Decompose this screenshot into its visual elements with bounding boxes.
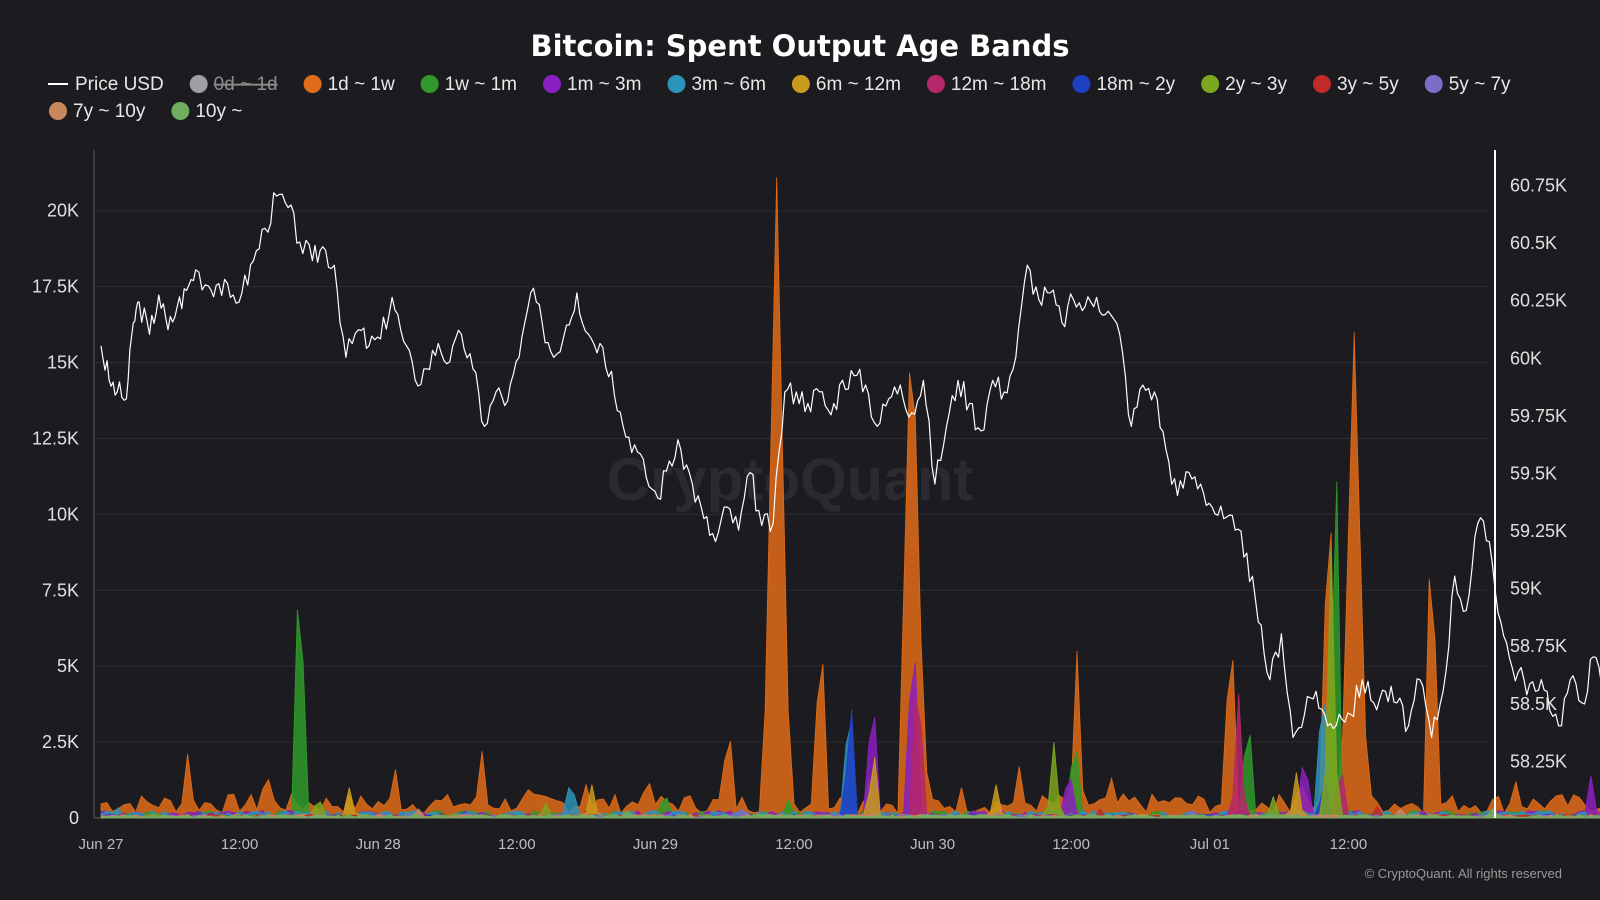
legend-dot-marker xyxy=(303,75,322,93)
y-right-tick-label: 58.5K xyxy=(1510,694,1557,714)
legend-label: 12m ~ 18m xyxy=(951,74,1047,95)
y-left-tick-label: 2.5K xyxy=(42,732,79,752)
legend-item[interactable]: Price USD xyxy=(48,74,164,95)
legend-dot-marker xyxy=(420,75,439,93)
price-usd-line xyxy=(100,192,1600,738)
legend-item[interactable]: 18m ~ 2y xyxy=(1072,74,1176,95)
legend-item[interactable]: 1w ~ 1m xyxy=(420,74,517,95)
copyright-credit: © CryptoQuant. All rights reserved xyxy=(1365,866,1562,881)
legend-label: 1m ~ 3m xyxy=(567,74,641,95)
legend-label: 10y ~ xyxy=(195,101,242,122)
legend-item[interactable]: 1d ~ 1w xyxy=(303,74,395,95)
legend-label: 0d ~ 1d xyxy=(214,74,278,95)
y-right-tick-label: 59.5K xyxy=(1510,463,1557,483)
y-left-tick-label: 7.5K xyxy=(42,580,79,600)
chart-title: Bitcoin: Spent Output Age Bands xyxy=(530,29,1069,63)
y-right-tick-label: 58.25K xyxy=(1510,751,1567,771)
x-tick-label: Jun 27 xyxy=(78,836,123,853)
y-right-tick-label: 60K xyxy=(1510,348,1542,368)
x-tick-label: Jun 30 xyxy=(910,836,955,853)
x-tick-label: Jul 01 xyxy=(1190,836,1230,853)
y-left-tick-label: 17.5K xyxy=(32,277,79,297)
legend: Price USD 0d ~ 1d 1d ~ 1w 1w ~ 1m 1m ~ 3m 3m … xyxy=(48,74,1511,122)
x-tick-label: 12:00 xyxy=(498,836,536,853)
axes: 0 2.5K 5K 7.5K 10K 12.5K 15K 17.5K 20K 58.25K 58.5… xyxy=(32,150,1567,853)
legend-dot-marker xyxy=(1312,75,1331,93)
legend-item[interactable]: 6m ~ 12m xyxy=(791,74,901,95)
legend-item[interactable]: 0d ~ 1d xyxy=(189,74,278,95)
y-right-tick-label: 60.25K xyxy=(1510,291,1567,311)
legend-dot-marker xyxy=(667,75,686,93)
legend-item[interactable]: 1m ~ 3m xyxy=(543,74,641,95)
x-tick-label: 12:00 xyxy=(1052,836,1090,853)
legend-label: 1d ~ 1w xyxy=(328,74,395,95)
y-right-tick-label: 59.25K xyxy=(1510,521,1567,541)
x-tick-label: 12:00 xyxy=(1330,836,1368,853)
y-left-tick-label: 0 xyxy=(69,808,79,828)
legend-item[interactable]: 7y ~ 10y xyxy=(49,101,146,122)
legend-item[interactable]: 12m ~ 18m xyxy=(926,74,1047,95)
legend-dot-marker xyxy=(1201,75,1220,93)
age-band-area xyxy=(100,808,1600,819)
y-left-tick-label: 5K xyxy=(57,656,79,676)
watermark: CryptoQuant xyxy=(607,446,974,513)
legend-label: 2y ~ 3y xyxy=(1225,74,1287,95)
x-tick-label: 12:00 xyxy=(775,836,813,853)
legend-dot-marker xyxy=(171,102,190,120)
y-left-tick-label: 15K xyxy=(47,353,79,373)
legend-label: 1w ~ 1m xyxy=(445,74,517,95)
y-left-tick-label: 10K xyxy=(47,504,79,524)
y-left-tick-label: 12.5K xyxy=(32,428,79,448)
y-right-tick-label: 60.75K xyxy=(1510,176,1567,196)
legend-dot-marker xyxy=(791,75,810,93)
legend-item[interactable]: 3y ~ 5y xyxy=(1312,74,1399,95)
x-tick-label: Jun 28 xyxy=(356,836,401,853)
x-tick-label: Jun 29 xyxy=(633,836,678,853)
legend-dot-marker xyxy=(543,75,562,93)
legend-label: 18m ~ 2y xyxy=(1096,74,1175,95)
legend-dot-marker xyxy=(189,75,208,93)
y-right-tick-label: 59.75K xyxy=(1510,406,1567,426)
legend-label: 6m ~ 12m xyxy=(816,74,901,95)
x-tick-label: 12:00 xyxy=(221,836,259,853)
age-band-areas xyxy=(100,177,1600,819)
legend-dot-marker xyxy=(1072,75,1091,93)
legend-dot-marker xyxy=(49,102,67,120)
legend-label: Price USD xyxy=(75,74,164,95)
legend-item[interactable]: 2y ~ 3y xyxy=(1201,74,1287,95)
y-left-tick-label: 20K xyxy=(47,201,79,221)
legend-dot-marker xyxy=(1424,75,1443,93)
legend-item[interactable]: 5y ~ 7y xyxy=(1424,74,1511,95)
legend-label: 3m ~ 6m xyxy=(691,74,765,95)
legend-label: 5y ~ 7y xyxy=(1449,74,1511,95)
y-right-tick-label: 60.5K xyxy=(1510,233,1557,253)
legend-label: 3y ~ 5y xyxy=(1337,74,1399,95)
legend-item[interactable]: 3m ~ 6m xyxy=(667,74,766,95)
legend-dot-marker xyxy=(926,75,945,93)
y-right-tick-label: 59K xyxy=(1510,579,1542,599)
legend-label: 7y ~ 10y xyxy=(73,101,146,122)
legend-item[interactable]: 10y ~ xyxy=(171,101,242,122)
price-series xyxy=(100,192,1600,738)
y-right-tick-label: 58.75K xyxy=(1510,636,1567,656)
